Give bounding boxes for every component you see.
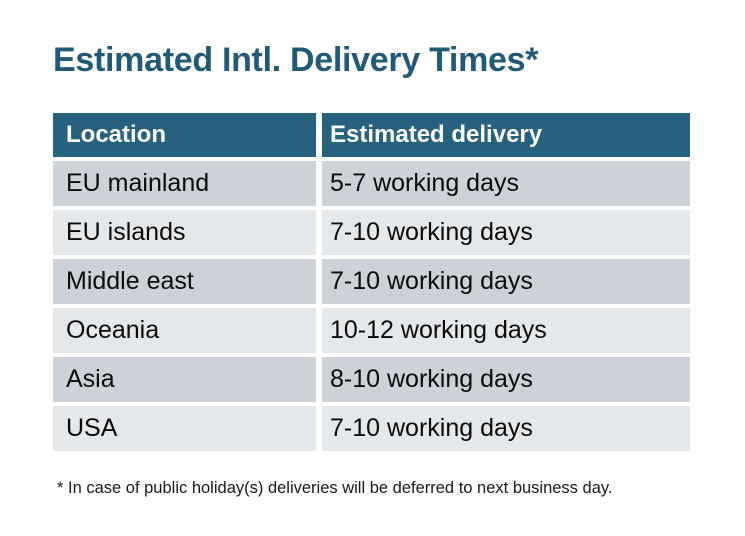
delivery-cell: 8-10 working days	[322, 357, 690, 402]
location-cell: EU mainland	[53, 161, 316, 206]
delivery-cell: 7-10 working days	[322, 210, 690, 255]
location-cell: Oceania	[53, 308, 316, 353]
table-header-row: Location Estimated delivery	[53, 113, 690, 157]
column-header-delivery: Estimated delivery	[322, 113, 690, 157]
delivery-cell: 7-10 working days	[322, 259, 690, 304]
delivery-cell: 5-7 working days	[322, 161, 690, 206]
table-row: Middle east 7-10 working days	[53, 259, 690, 304]
page-title: Estimated Intl. Delivery Times*	[53, 41, 539, 79]
column-header-location: Location	[53, 113, 316, 157]
table-row: EU mainland 5-7 working days	[53, 161, 690, 206]
delivery-cell: 10-12 working days	[322, 308, 690, 353]
delivery-cell: 7-10 working days	[322, 406, 690, 451]
table-body: EU mainland 5-7 working days EU islands 7-1…	[53, 161, 690, 451]
table-header: Location Estimated delivery	[53, 113, 690, 157]
footnote: * In case of public holiday(s) deliverie…	[57, 479, 613, 497]
location-cell: Middle east	[53, 259, 316, 304]
location-cell: USA	[53, 406, 316, 451]
location-cell: Asia	[53, 357, 316, 402]
table-row: Asia 8-10 working days	[53, 357, 690, 402]
table-row: USA 7-10 working days	[53, 406, 690, 451]
location-cell: EU islands	[53, 210, 316, 255]
delivery-times-table: Location Estimated delivery EU mainland 5…	[47, 109, 696, 455]
table-row: EU islands 7-10 working days	[53, 210, 690, 255]
table-row: Oceania 10-12 working days	[53, 308, 690, 353]
